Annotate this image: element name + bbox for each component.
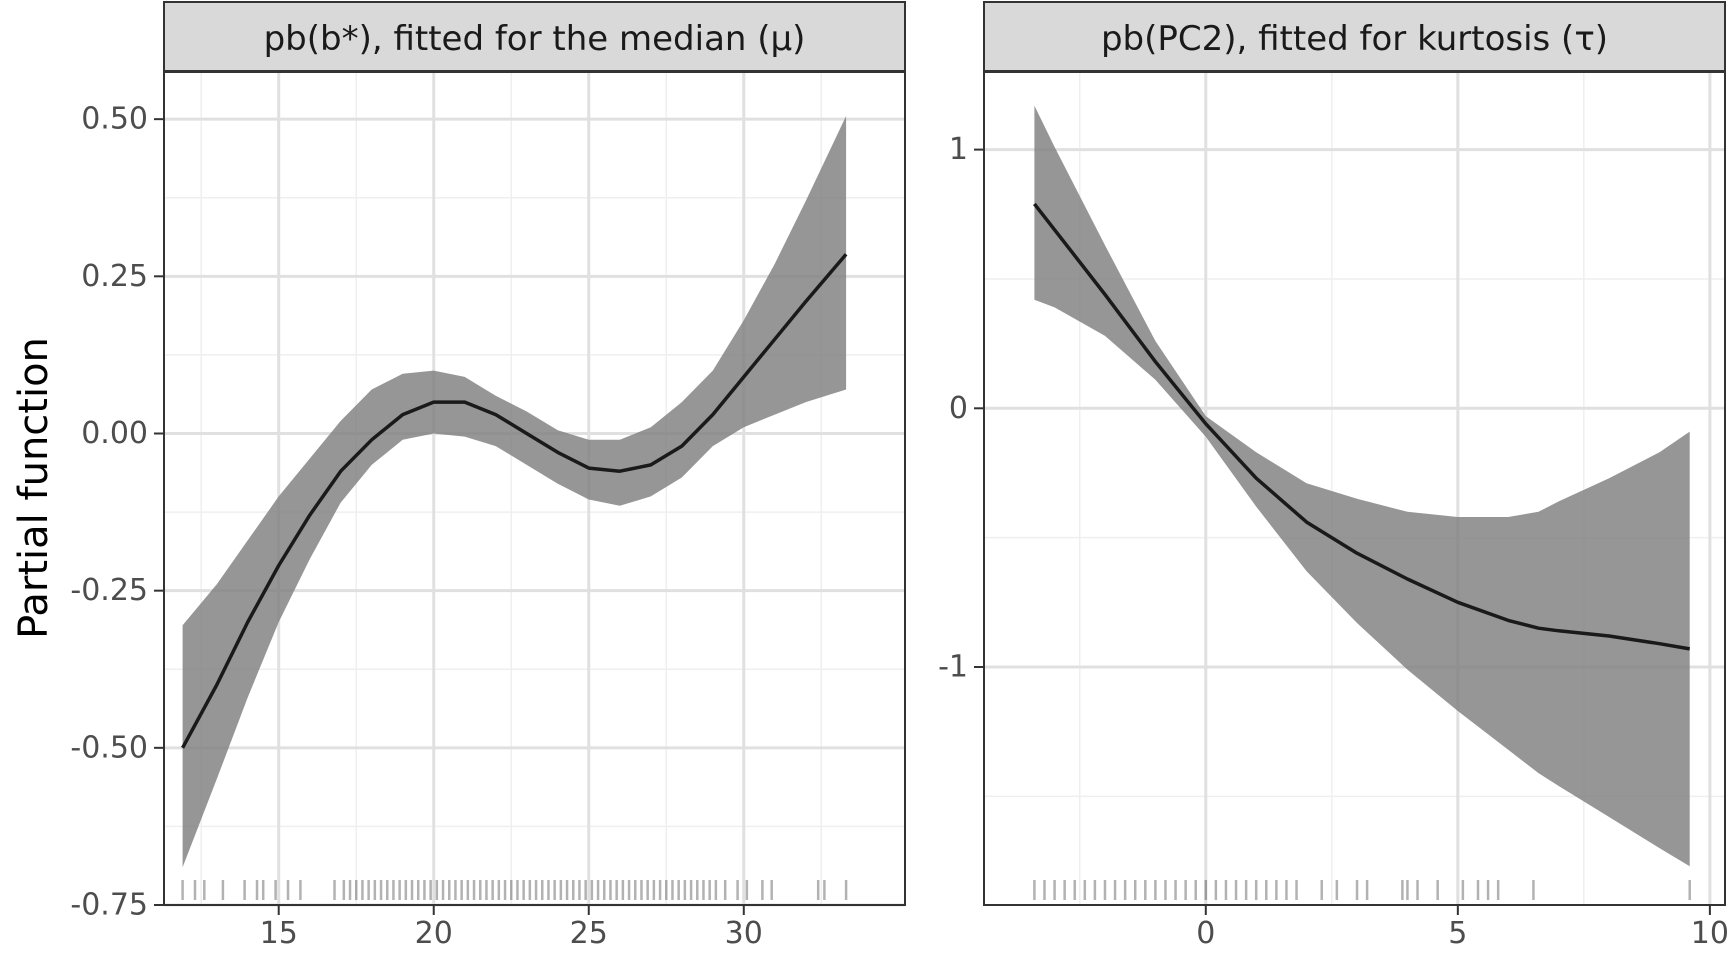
x-tick-label: 25 — [570, 916, 608, 951]
y-tick-label: -0.50 — [70, 730, 148, 765]
x-tick-label: 5 — [1448, 916, 1467, 951]
facet-title: pb(PC2), fitted for kurtosis (τ) — [1101, 19, 1608, 59]
x-tick-label: 30 — [725, 916, 763, 951]
plot-area — [164, 72, 905, 905]
confidence-band — [1034, 105, 1690, 867]
y-tick-label: 1 — [949, 132, 968, 167]
y-tick-label: 0.00 — [81, 416, 148, 451]
facet-title: pb(b*), fitted for the median (μ) — [264, 19, 806, 59]
y-tick-label: 0.25 — [81, 259, 148, 294]
facet-strip — [163, 1, 906, 72]
x-tick-label: 15 — [260, 916, 298, 951]
fitted-line — [181, 253, 848, 749]
y-tick-label: 0 — [949, 391, 968, 426]
x-tick-label: 20 — [415, 916, 453, 951]
confidence-band — [182, 116, 847, 868]
x-tick-label: 0 — [1196, 916, 1215, 951]
y-axis-label: Partial function — [11, 337, 57, 639]
fitted-line — [1033, 202, 1690, 651]
y-tick-label: 0.50 — [81, 102, 148, 137]
facet-strip — [983, 1, 1726, 72]
y-tick-label: -0.25 — [70, 573, 148, 608]
x-tick-label: 10 — [1691, 916, 1729, 951]
y-tick-label: -1 — [938, 650, 968, 685]
panel-bstar: pb(b*), fitted for the median (μ) -0.75 -0… — [70, 1, 906, 951]
y-tick-label: -0.75 — [70, 888, 148, 923]
